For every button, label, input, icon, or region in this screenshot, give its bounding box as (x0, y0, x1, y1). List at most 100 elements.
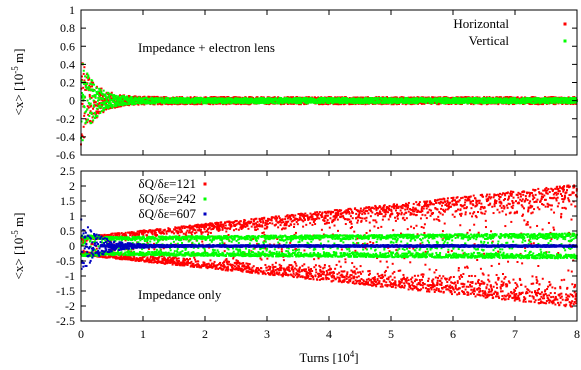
data-point (113, 100, 116, 103)
data-point (86, 105, 89, 108)
data-point (298, 100, 301, 103)
data-point (291, 101, 294, 104)
data-point (84, 88, 87, 91)
data-point (113, 95, 116, 98)
data-point (101, 92, 104, 95)
data-point (574, 102, 577, 105)
data-point (87, 113, 90, 116)
data-point (110, 97, 113, 100)
data-point (311, 96, 314, 99)
data-point (161, 103, 164, 106)
data-point (169, 98, 172, 101)
data-point (97, 91, 100, 94)
data-point (205, 96, 208, 99)
data-point (142, 98, 145, 101)
data-point (125, 102, 128, 105)
data-point (308, 97, 311, 100)
data-point (189, 97, 192, 100)
data-point (92, 104, 95, 107)
data-point (104, 98, 107, 101)
data-point (329, 101, 332, 104)
data-point (86, 118, 89, 121)
data-point (188, 100, 191, 103)
data-point (473, 96, 476, 99)
data-point (197, 96, 200, 99)
data-point (146, 97, 149, 100)
data-point (83, 82, 86, 85)
data-point (279, 100, 282, 103)
data-point (156, 103, 159, 106)
data-point (83, 112, 86, 115)
data-point (96, 102, 99, 105)
data-point (177, 102, 180, 105)
data-point (98, 98, 101, 101)
data-point (219, 100, 222, 103)
data-point (337, 96, 340, 99)
data-point (133, 100, 136, 103)
data-point (117, 105, 120, 108)
data-point (122, 98, 125, 101)
data-point (118, 98, 121, 101)
data-point (95, 110, 98, 113)
data-point (256, 96, 259, 99)
data-point (242, 101, 245, 104)
data-point (198, 100, 201, 103)
data-point (223, 96, 226, 99)
data-point (280, 100, 283, 103)
data-point (100, 102, 103, 105)
data-point (189, 99, 192, 102)
data-point (194, 99, 197, 102)
data-point (227, 99, 230, 102)
data-point (332, 102, 335, 105)
data-point (111, 104, 114, 107)
data-point (100, 110, 103, 113)
data-point (87, 77, 90, 80)
data-point (96, 115, 99, 118)
data-point (104, 93, 107, 96)
data-point (153, 95, 156, 98)
data-point (116, 104, 119, 107)
data-point (89, 119, 92, 122)
data-point (105, 98, 108, 101)
data-point (88, 95, 91, 98)
data-point (241, 99, 244, 102)
data-point (97, 105, 100, 108)
data-point (98, 87, 101, 90)
data-point (204, 101, 207, 104)
data-point (310, 98, 313, 101)
data-point (90, 112, 93, 115)
data-point (80, 133, 83, 136)
data-point (110, 99, 113, 102)
data-point (341, 96, 344, 99)
data-point (464, 96, 467, 99)
data-point (360, 97, 363, 100)
data-point (114, 94, 117, 97)
data-point (102, 109, 105, 112)
data-point (83, 96, 86, 99)
data-point (81, 134, 84, 137)
data-point (164, 96, 167, 99)
data-point (569, 103, 572, 106)
data-point (304, 100, 307, 103)
series-vertical (80, 63, 578, 142)
data-point (89, 110, 92, 113)
data-point (111, 97, 114, 100)
data-point (85, 87, 88, 90)
data-point (317, 98, 320, 101)
data-point (118, 103, 121, 106)
data-point (339, 98, 342, 101)
data-point (392, 96, 395, 99)
data-point (90, 111, 93, 114)
data-point (280, 97, 283, 100)
data-point (293, 97, 296, 100)
data-point (238, 96, 241, 99)
data-point (130, 101, 133, 104)
data-point (88, 84, 91, 87)
data-point (404, 103, 407, 106)
data-point (124, 97, 127, 100)
data-point (99, 93, 102, 96)
data-point (182, 97, 185, 100)
data-point (439, 96, 442, 99)
data-point (209, 96, 212, 99)
data-point (348, 98, 351, 101)
